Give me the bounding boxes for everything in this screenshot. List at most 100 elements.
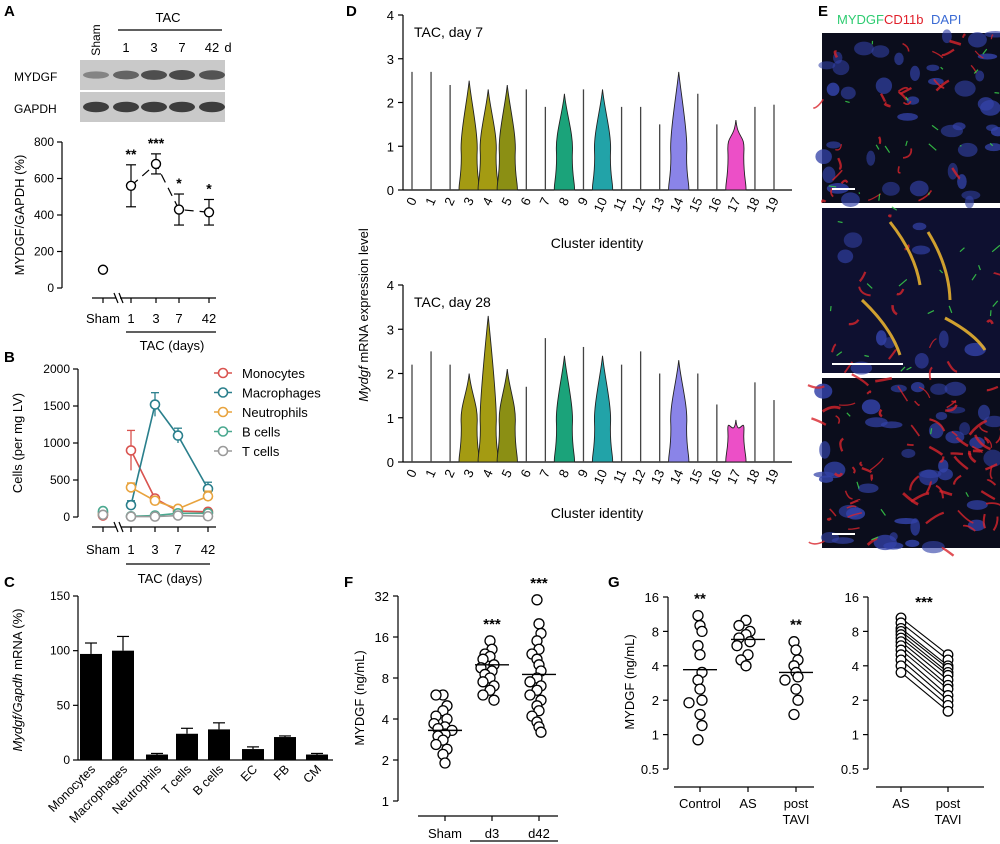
data-point: [439, 757, 451, 769]
y-axis-title-gene: Mydgf/Gapdh: [10, 673, 25, 751]
cd11b-signal: [941, 546, 955, 557]
violin-cluster-17: [725, 119, 747, 191]
cd11b-signal: [928, 366, 933, 381]
mydgf-signal: [866, 283, 873, 289]
dapi-nucleus: [910, 381, 925, 393]
cd11b-signal: [808, 540, 825, 545]
data-point: [692, 734, 704, 746]
cd11b-signal: [846, 505, 857, 509]
x-tick-label: 10: [591, 195, 611, 214]
cd11b-signal: [935, 79, 950, 92]
significance-stars: **: [126, 146, 137, 162]
significance-stars: ***: [483, 616, 501, 633]
x-tick-label: 42: [201, 542, 215, 557]
cd11b-signal: [811, 417, 827, 426]
cd11b-signal: [951, 430, 958, 437]
data-point: [692, 609, 704, 622]
x-tick-label: Sham: [86, 311, 120, 326]
cd11b-signal: [971, 445, 984, 452]
data-point: [733, 619, 745, 632]
series-line-neutrophils: [130, 486, 209, 510]
dapi-nucleus: [975, 70, 985, 82]
cd11b-signal: [902, 492, 919, 506]
cd11b-signal: [858, 271, 867, 283]
y-axis-title: MYDGF (ng/mL): [622, 634, 637, 729]
y-tick-label: 8: [382, 671, 389, 686]
paired-line: [900, 641, 949, 681]
mydgf-signal: [927, 310, 935, 315]
cd11b-signal: [813, 98, 824, 109]
data-point: [683, 697, 695, 709]
y-axis-title-rest: mRNA expression level: [356, 228, 371, 366]
blot-sham-label: Sham: [89, 24, 103, 55]
cd11b-signal: [849, 498, 861, 505]
mydgf-signal: [931, 124, 939, 131]
plot-title: TAC, day 28: [414, 294, 491, 310]
data-point: [744, 636, 756, 648]
bar: [306, 754, 328, 760]
dapi-nucleus: [909, 180, 929, 197]
violin-cluster-4: [477, 315, 499, 463]
paired-line: [900, 637, 949, 676]
mydgf-signal: [836, 351, 843, 357]
panel-letter-d: D: [346, 3, 357, 20]
x-tick-label: 5: [498, 195, 515, 208]
dapi-nucleus: [941, 29, 952, 44]
blot-band: [83, 101, 109, 113]
cd11b-signal: [910, 424, 921, 437]
mydgf-signal: [939, 269, 944, 274]
blot-band: [169, 70, 195, 80]
mydgf-signal: [891, 206, 898, 211]
blot-band: [83, 71, 109, 79]
y-tick-label: 0.5: [841, 762, 859, 777]
dapi-nucleus: [875, 77, 893, 95]
cd11b-signal: [962, 524, 976, 532]
cd11b-signal: [928, 445, 944, 456]
x-tick-label: 11: [610, 195, 629, 214]
y-tick-label: 100: [50, 644, 70, 658]
data-point: [430, 738, 442, 751]
violin-cluster-10: [591, 355, 614, 463]
paired-line: [900, 634, 949, 673]
x-tick-label: d42: [528, 826, 550, 841]
cd11b-signal: [946, 399, 957, 409]
data-point: [788, 708, 800, 721]
dapi-nucleus: [944, 381, 967, 396]
data-point: [477, 689, 489, 701]
x-tick-label: 19: [762, 467, 782, 486]
cd11b-signal: [974, 50, 984, 59]
blot-lane-label: 42: [205, 40, 219, 55]
dapi-nucleus: [967, 32, 987, 48]
data-point-t_cells: [149, 511, 161, 522]
paired-line: [900, 617, 949, 656]
cd11b-signal: [859, 461, 863, 467]
dapi-nucleus: [921, 540, 945, 554]
violin-cluster-8: [553, 355, 576, 463]
legend-label: Neutrophils: [242, 405, 308, 420]
bar: [242, 749, 264, 760]
bar: [80, 653, 102, 760]
cd11b-signal: [897, 91, 908, 101]
data-point: [696, 694, 708, 706]
cd11b-signal: [950, 452, 964, 456]
data-point: [792, 671, 804, 683]
data-point: [731, 640, 743, 652]
colocalized-cell: [860, 298, 902, 356]
paired-line: [900, 672, 949, 712]
y-tick-label: 8: [652, 624, 659, 639]
dapi-nucleus: [819, 441, 831, 459]
data-point-macrophages: [125, 499, 137, 511]
dapi-nucleus: [983, 415, 1000, 428]
data-point: [125, 180, 137, 192]
dapi-nucleus: [876, 330, 887, 346]
cd11b-signal: [980, 490, 996, 501]
micrograph-middle: [822, 206, 1000, 375]
significance-stars: ***: [530, 575, 548, 592]
y-tick-label: 1: [652, 728, 659, 743]
paired-line: [900, 622, 949, 661]
dapi-nucleus: [897, 112, 918, 121]
panel-letter-c: C: [4, 574, 15, 591]
dapi-nucleus: [946, 406, 966, 414]
